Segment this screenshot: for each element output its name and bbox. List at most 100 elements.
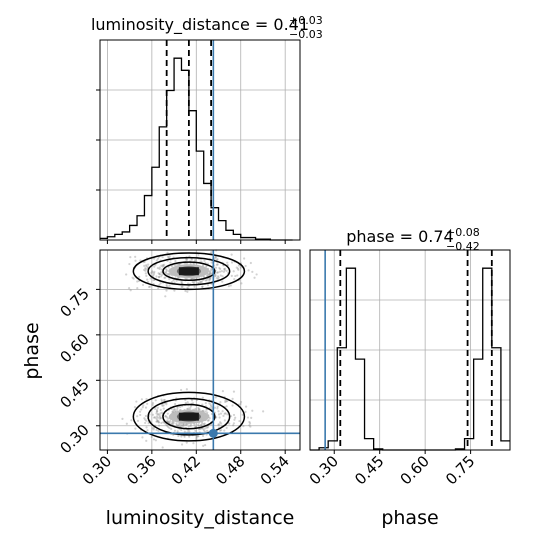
scatter-point (136, 415, 139, 418)
panel-frame (99, 39, 301, 241)
scatter-point (176, 406, 179, 410)
scatter-point (144, 421, 147, 425)
scatter-point (197, 424, 201, 428)
scatter-point (201, 403, 204, 406)
scatter-point (221, 390, 224, 393)
scatter-point (262, 410, 265, 413)
scatter-point (163, 398, 166, 402)
scatter-point (159, 408, 162, 411)
scatter-point (157, 421, 160, 424)
scatter-point (167, 255, 170, 258)
scatter-point (242, 424, 245, 428)
scatter-point (226, 399, 229, 403)
scatter-point (151, 427, 154, 430)
scatter-point (214, 256, 217, 259)
scatter-point (152, 257, 156, 260)
y-tick-label-phase: 0.30 (56, 421, 92, 457)
scatter-point (149, 277, 152, 280)
scatter-point (161, 256, 164, 259)
scatter-point (180, 428, 183, 431)
scatter-point (244, 410, 247, 413)
scatter-point (194, 407, 197, 411)
scatter-point (219, 421, 222, 424)
scatter-point (166, 273, 169, 276)
scatter-point (165, 424, 169, 427)
scatter-point (177, 434, 180, 438)
scatter-point (158, 283, 161, 286)
scatter-point (162, 399, 166, 402)
scatter-point (151, 413, 154, 416)
scatter-point (138, 410, 142, 413)
scatter-point (202, 409, 205, 412)
scatter-point (129, 255, 132, 259)
scatter-point (232, 424, 235, 427)
scatter-point (233, 418, 236, 421)
scatter-point (219, 401, 222, 404)
scatter-point (147, 280, 150, 284)
scatter-point (177, 423, 180, 426)
scatter-point (135, 400, 138, 403)
scatter-point (183, 430, 186, 433)
panel-frame (99, 249, 301, 451)
scatter-point (214, 256, 217, 259)
scatter-point (180, 281, 183, 285)
scatter-point (165, 284, 168, 287)
scatter-point (184, 423, 187, 426)
scatter-point (162, 265, 165, 268)
scatter-point (233, 277, 236, 281)
scatter-point (141, 436, 144, 439)
scatter-point (155, 408, 159, 411)
scatter-point (143, 264, 146, 267)
scatter-point (155, 259, 158, 262)
scatter-point (209, 277, 212, 281)
scatter-point (210, 406, 214, 409)
scatter-point (167, 417, 170, 420)
scatter-point (156, 266, 159, 270)
scatter-point (209, 272, 213, 275)
scatter-point (145, 426, 148, 429)
scatter-point (147, 263, 150, 266)
scatter-point (151, 403, 154, 406)
scatter-point (145, 397, 148, 401)
phase-title: phase = 0.74 (346, 227, 453, 246)
scatter-point (168, 426, 171, 430)
scatter-point (187, 429, 190, 432)
scatter-point (155, 275, 158, 278)
scatter-point (160, 398, 163, 401)
scatter-point (248, 420, 251, 424)
scatter-point (134, 259, 137, 262)
scatter-point (125, 273, 128, 276)
scatter-point (214, 274, 217, 277)
scatter-point (172, 421, 175, 425)
scatter-point (155, 428, 158, 432)
scatter-point (170, 427, 173, 431)
scatter-point (167, 256, 170, 259)
scatter-point (186, 286, 189, 289)
scatter-point (214, 266, 218, 269)
scatter-point (189, 423, 193, 426)
scatter-point (173, 264, 177, 267)
scatter-point (131, 276, 134, 279)
truth-marker (208, 428, 218, 438)
scatter-point (161, 446, 164, 449)
scatter-point (177, 424, 180, 427)
scatter-point (197, 253, 200, 256)
scatter-point (179, 388, 183, 392)
scatter-point (223, 267, 226, 271)
scatter-point (158, 273, 161, 276)
scatter-point (244, 405, 248, 408)
scatter-point (202, 275, 206, 279)
scatter-point (147, 422, 150, 425)
scatter-point (164, 415, 167, 418)
scatter-point (197, 406, 200, 409)
scatter-point (197, 408, 200, 411)
scatter-point (156, 406, 159, 409)
scatter-point (217, 276, 220, 279)
scatter-point (155, 410, 158, 413)
scatter-point (219, 274, 222, 277)
scatter-point (197, 423, 200, 426)
scatter-point (160, 399, 164, 403)
scatter-point (240, 282, 243, 285)
scatter-point (202, 422, 205, 426)
scatter-point (251, 270, 254, 273)
